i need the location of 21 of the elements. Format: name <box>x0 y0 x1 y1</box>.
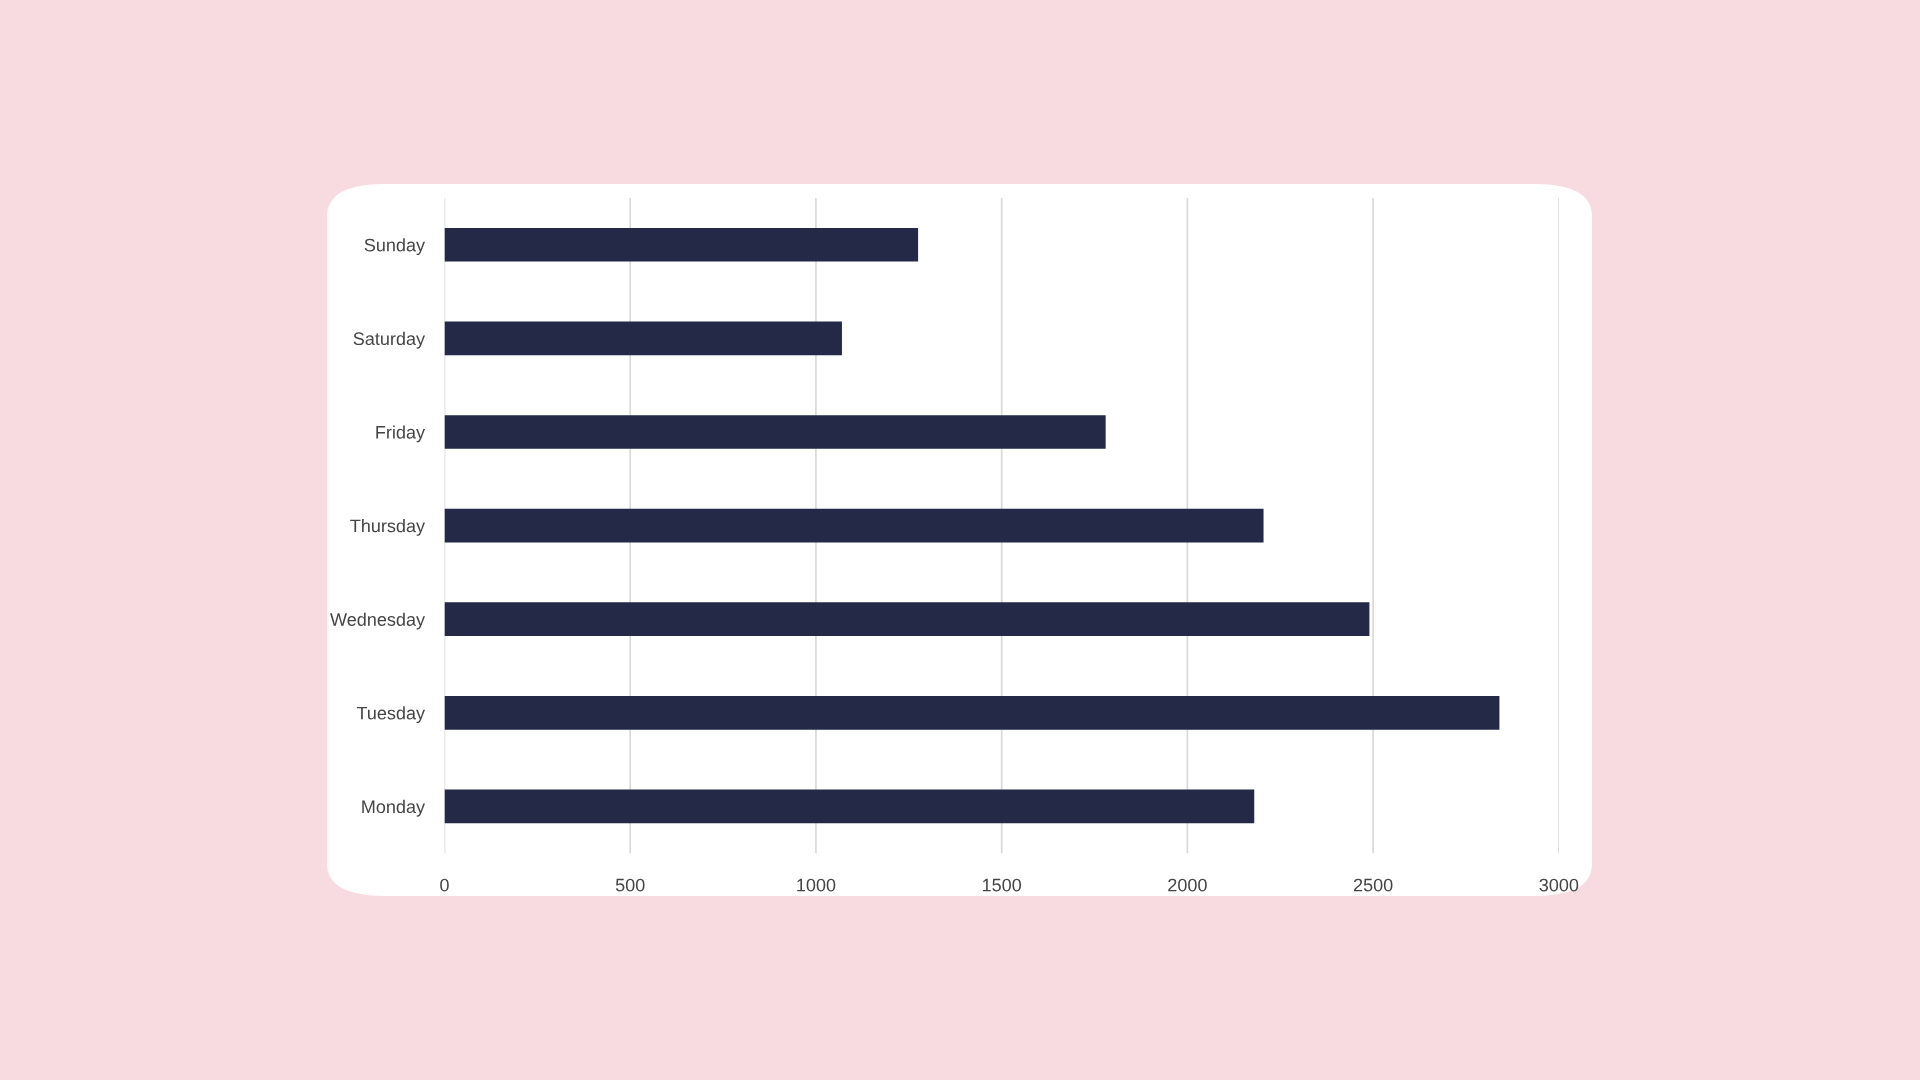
y-tick-label: Saturday <box>353 331 426 349</box>
x-tick-label: 500 <box>615 878 645 892</box>
bar <box>444 227 919 262</box>
bar <box>444 415 1106 449</box>
x-tick-label: 3000 <box>1539 878 1579 892</box>
y-tick-label: Wednesday <box>330 612 426 630</box>
x-tick-label: 1000 <box>797 878 836 892</box>
y-tick-label: Sunday <box>364 238 426 256</box>
bar <box>444 321 842 356</box>
bar <box>444 508 1264 543</box>
bar <box>444 602 1370 637</box>
bar <box>444 789 1255 824</box>
y-tick-label: Monday <box>362 799 426 817</box>
x-tick-label: 2000 <box>1168 878 1207 892</box>
x-tick-label: 2500 <box>1353 878 1393 892</box>
y-tick-label: Thursday <box>350 519 426 536</box>
y-tick-label: Tuesday <box>356 706 426 724</box>
bar <box>444 695 1500 730</box>
x-tick-label: 0 <box>440 878 449 892</box>
x-tick-label: 1500 <box>982 878 1022 892</box>
y-tick-label: Friday <box>376 425 426 443</box>
